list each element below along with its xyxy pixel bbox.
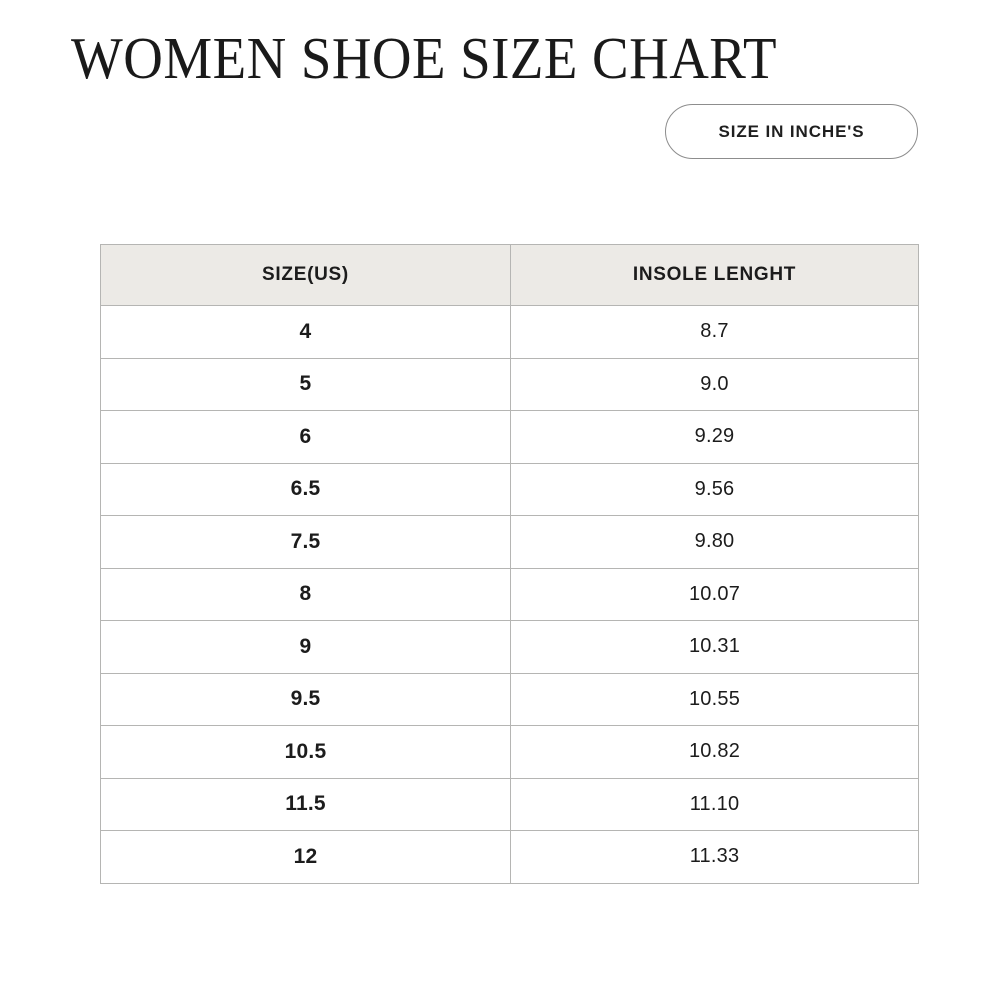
cell-size-us: 9.5: [100, 672, 511, 726]
column-header-insole-length: INSOLE LENGHT: [510, 244, 919, 306]
table-row: 6 9.29: [100, 410, 919, 464]
cell-size-us: 6: [100, 410, 511, 464]
table-header-row: SIZE(US) INSOLE LENGHT: [100, 244, 919, 306]
cell-insole-length: 9.0: [510, 357, 919, 411]
cell-insole-length: 11.10: [510, 777, 919, 831]
table-row: 9.5 10.55: [100, 672, 919, 726]
cell-size-us: 5: [100, 357, 511, 411]
table-row: 4 8.7: [100, 305, 919, 359]
cell-insole-length: 10.07: [510, 567, 919, 621]
cell-insole-length: 10.55: [510, 672, 919, 726]
size-table-container: SIZE(US) INSOLE LENGHT 4 8.7 5 9.0 6 9.29 6.5 9…: [100, 244, 919, 884]
cell-size-us: 8: [100, 567, 511, 621]
table-row: 12 11.33: [100, 830, 919, 884]
cell-insole-length: 9.56: [510, 462, 919, 516]
cell-insole-length: 8.7: [510, 305, 919, 359]
cell-size-us: 12: [100, 830, 511, 884]
table-row: 7.5 9.80: [100, 515, 919, 569]
unit-badge: SIZE IN INCHE'S: [665, 104, 918, 159]
table-row: 10.5 10.82: [100, 725, 919, 779]
table-row: 11.5 11.10: [100, 777, 919, 831]
cell-size-us: 4: [100, 305, 511, 359]
table-row: 9 10.31: [100, 620, 919, 674]
table-body: 4 8.7 5 9.0 6 9.29 6.5 9.56 7.5 9.80 8 10.07 9 10.31 9…: [100, 305, 919, 884]
cell-size-us: 11.5: [100, 777, 511, 831]
cell-size-us: 10.5: [100, 725, 511, 779]
cell-size-us: 7.5: [100, 515, 511, 569]
cell-size-us: 6.5: [100, 462, 511, 516]
table-row: 6.5 9.56: [100, 462, 919, 516]
cell-insole-length: 10.82: [510, 725, 919, 779]
cell-insole-length: 10.31: [510, 620, 919, 674]
table-row: 5 9.0: [100, 357, 919, 411]
unit-badge-label: SIZE IN INCHE'S: [718, 121, 865, 141]
cell-insole-length: 11.33: [510, 830, 919, 884]
table-row: 8 10.07: [100, 567, 919, 621]
table-header: SIZE(US) INSOLE LENGHT: [100, 244, 919, 306]
column-header-size-us: SIZE(US): [100, 244, 511, 306]
cell-insole-length: 9.29: [510, 410, 919, 464]
cell-size-us: 9: [100, 620, 511, 674]
cell-insole-length: 9.80: [510, 515, 919, 569]
size-chart-table: SIZE(US) INSOLE LENGHT 4 8.7 5 9.0 6 9.29 6.5 9…: [100, 244, 919, 884]
page-title: WOMEN SHOE SIZE CHART: [71, 25, 778, 91]
